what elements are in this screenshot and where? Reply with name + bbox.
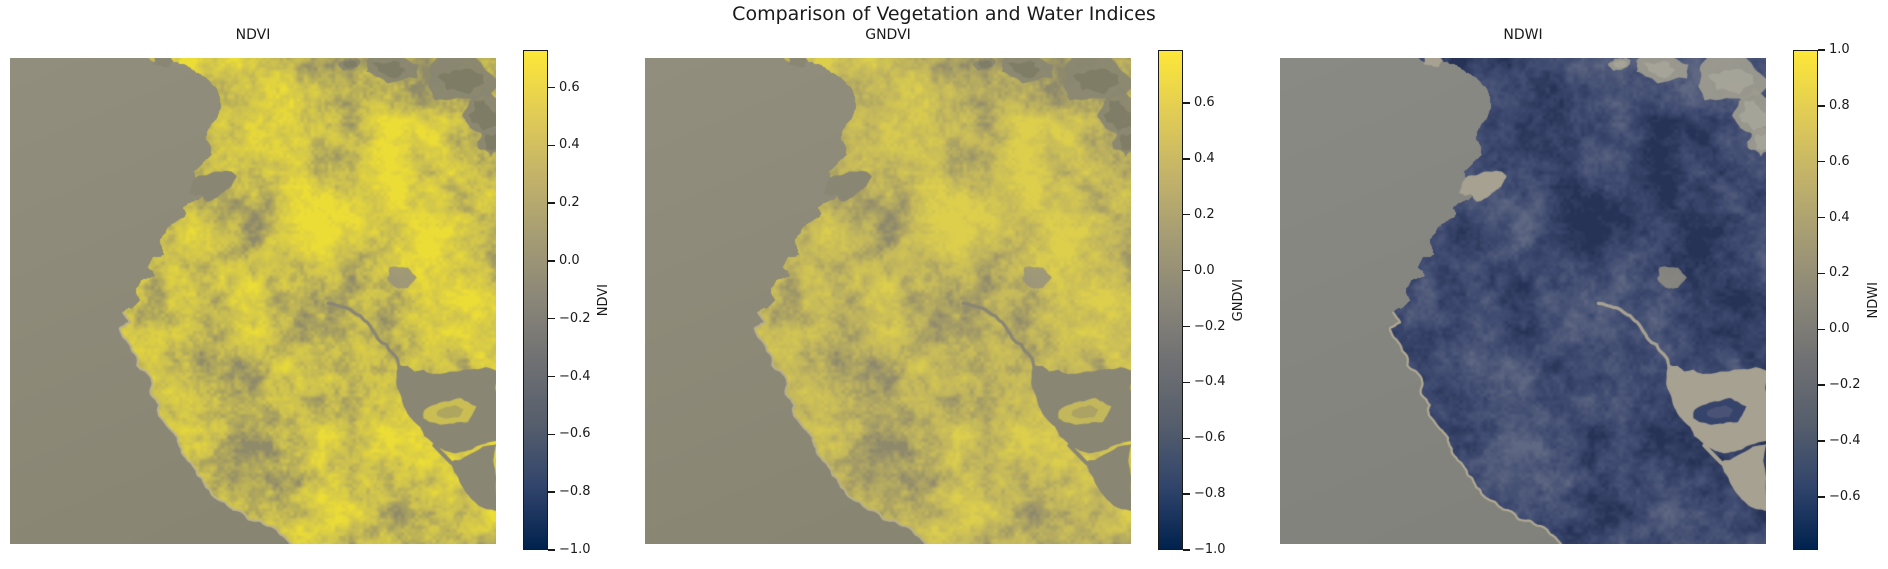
colorbar-tick-label: 0.2 (559, 195, 580, 211)
colorbar-tick (548, 202, 555, 204)
panel-title-gndvi: GNDVI (865, 27, 911, 43)
ndvi-map-image (10, 58, 496, 544)
colorbar-tick-label: 0.0 (1194, 262, 1215, 278)
colorbar-tick-label: −0.4 (1194, 374, 1226, 390)
colorbar-tick (1818, 105, 1825, 107)
colorbar-tick (1818, 216, 1825, 219)
colorbar-tick (1183, 269, 1190, 272)
colorbar-tick (1183, 437, 1190, 439)
colorbar-tick-label: −0.2 (1194, 318, 1226, 334)
colorbar-tick-label: −0.8 (1194, 486, 1226, 502)
colorbar-tick-label: −0.4 (559, 368, 591, 384)
gndvi-colorbar (1158, 50, 1183, 550)
colorbar-tick (548, 549, 555, 551)
colorbar-tick-label: 0.4 (1829, 209, 1850, 225)
colorbar-tick (548, 491, 555, 493)
panel-ndvi: NDVI 0.6 0.4 0.2 0.0 −0.2 −0.4 −0.6 −0.8 −1.0 ND… (10, 0, 650, 569)
colorbar-tick-label: −0.6 (1829, 488, 1861, 504)
ndwi-colorbar-label: NDWI (1865, 281, 1881, 319)
colorbar-tick (1818, 161, 1825, 163)
gndvi-colorbar-label: GNDVI (1230, 278, 1246, 322)
colorbar-tick-label: −1.0 (559, 542, 591, 557)
colorbar-tick-label: −1.0 (1194, 542, 1226, 557)
ndvi-colorbar-label: NDVI (595, 283, 611, 317)
gndvi-map-image (645, 58, 1131, 544)
colorbar-tick-label: 0.4 (559, 137, 580, 153)
colorbar-tick-label: −0.6 (559, 426, 591, 442)
colorbar-tick (548, 375, 555, 378)
colorbar-tick (548, 433, 555, 436)
colorbar-tick (1183, 493, 1190, 495)
colorbar-tick (1183, 214, 1190, 216)
colorbar-tick-label: −0.2 (559, 310, 591, 326)
colorbar-tick-label: 0.4 (1194, 150, 1215, 166)
colorbar-tick (1818, 49, 1825, 51)
ndvi-colorbar (523, 50, 548, 550)
panel-title-ndwi: NDWI (1503, 27, 1543, 43)
colorbar-tick-label: 0.6 (1829, 153, 1850, 169)
colorbar-tick (1183, 102, 1190, 104)
colorbar-tick-label: −0.2 (1829, 377, 1861, 393)
colorbar-tick (1183, 381, 1190, 384)
colorbar-tick (548, 86, 555, 89)
ndwi-map-image (1280, 58, 1766, 544)
colorbar-tick-label: 1.0 (1829, 42, 1850, 57)
colorbar-tick-label: 0.8 (1829, 97, 1850, 113)
colorbar-tick-label: 0.2 (1194, 206, 1215, 222)
colorbar-tick-label: −0.4 (1829, 433, 1861, 449)
panel-gndvi: GNDVI 0.6 0.4 0.2 0.0 −0.2 −0.4 −0.6 −0.8 −1.0 G… (645, 0, 1285, 569)
colorbar-tick-label: 0.6 (559, 79, 580, 95)
colorbar-tick-label: −0.6 (1194, 430, 1226, 446)
colorbar-tick (548, 260, 555, 262)
colorbar-tick (1818, 384, 1825, 386)
colorbar-tick-label: 0.0 (1829, 321, 1850, 337)
panel-title-ndvi: NDVI (235, 27, 271, 43)
figure-suptitle: Comparison of Vegetation and Water Indic… (732, 3, 1156, 25)
colorbar-tick-label: 0.0 (559, 252, 580, 268)
colorbar-tick (548, 144, 555, 147)
colorbar-tick (1183, 158, 1190, 160)
colorbar-tick (1183, 549, 1190, 551)
ndwi-colorbar (1793, 50, 1818, 550)
colorbar-tick-label: 0.6 (1194, 95, 1215, 111)
colorbar-tick-label: 0.2 (1829, 265, 1850, 281)
colorbar-tick (1818, 440, 1825, 442)
colorbar-tick (1818, 272, 1825, 275)
colorbar-tick-label: −0.8 (559, 484, 591, 500)
colorbar-tick (548, 318, 555, 320)
colorbar-tick (1818, 328, 1825, 331)
colorbar-tick (1818, 496, 1825, 498)
panel-ndwi: NDWI 1.0 0.8 0.6 0.4 0.2 0.0 −0.2 −0.4 −0.6 NDWI (1280, 0, 1888, 569)
colorbar-tick (1183, 325, 1190, 328)
